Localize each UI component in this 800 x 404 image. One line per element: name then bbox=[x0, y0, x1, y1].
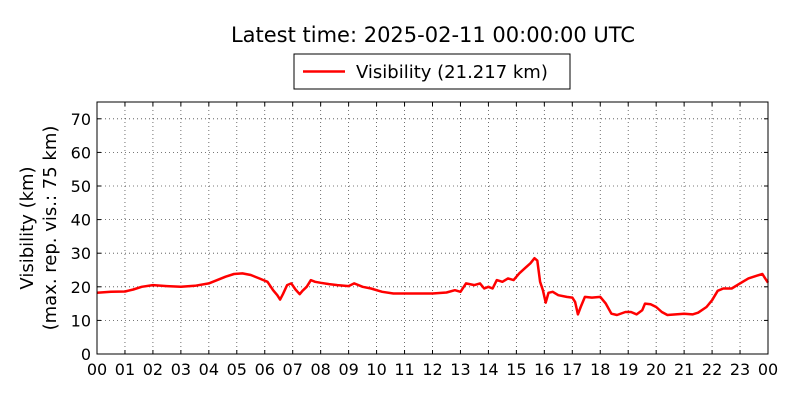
plot-frame bbox=[96, 101, 769, 355]
x-tick-label: 19 bbox=[618, 360, 638, 379]
x-tick-label: 07 bbox=[283, 360, 303, 379]
x-tick-label: 18 bbox=[590, 360, 610, 379]
y-axis-label-line-2: (max. rep. vis.: 75 km) bbox=[40, 126, 61, 331]
y-tick-label: 60 bbox=[71, 143, 91, 162]
y-tick-label: 70 bbox=[71, 110, 91, 129]
x-tick-label: 23 bbox=[730, 360, 750, 379]
x-tick-label: 04 bbox=[199, 360, 219, 379]
x-tick-label: 05 bbox=[227, 360, 247, 379]
y-tick-label: 30 bbox=[71, 244, 91, 263]
x-tick-label: 10 bbox=[366, 360, 386, 379]
chart-title: Latest time: 2025-02-11 00:00:00 UTC bbox=[231, 23, 635, 47]
x-tick-label: 00 bbox=[87, 360, 107, 379]
x-tick-label: 16 bbox=[534, 360, 554, 379]
x-tick-label: 11 bbox=[394, 360, 414, 379]
y-tick-label: 20 bbox=[71, 278, 91, 297]
x-tick-label: 13 bbox=[450, 360, 470, 379]
visibility-series-line bbox=[96, 256, 770, 317]
x-tick-label: 15 bbox=[506, 360, 526, 379]
x-tick-label: 00 bbox=[758, 360, 778, 379]
legend: Visibility (21.217 km) bbox=[293, 53, 571, 90]
x-tick-label: 21 bbox=[674, 360, 694, 379]
legend-label: Visibility (21.217 km) bbox=[356, 62, 548, 83]
x-tick-label: 08 bbox=[310, 360, 330, 379]
x-tick-label: 22 bbox=[702, 360, 722, 379]
y-tick-label: 0 bbox=[81, 345, 91, 364]
x-tick-label: 17 bbox=[562, 360, 582, 379]
y-tick-label: 50 bbox=[71, 177, 91, 196]
axis-ticks: 00 01 02 03 04 05 06 07 08 09 10 11 12 13 14 15 16 17 18 19… bbox=[71, 102, 778, 379]
x-tick-label: 09 bbox=[338, 360, 358, 379]
y-tick-label: 40 bbox=[71, 211, 91, 230]
x-tick-label: 12 bbox=[422, 360, 442, 379]
x-tick-label: 06 bbox=[255, 360, 275, 379]
x-tick-label: 02 bbox=[143, 360, 163, 379]
series-layer bbox=[96, 256, 770, 317]
x-tick-label: 14 bbox=[478, 360, 498, 379]
x-tick-label: 03 bbox=[171, 360, 191, 379]
x-tick-label: 01 bbox=[115, 360, 135, 379]
x-tick-label: 20 bbox=[646, 360, 666, 379]
y-tick-label: 10 bbox=[71, 311, 91, 330]
y-axis-label-line-1: Visibility (km) bbox=[17, 166, 38, 289]
